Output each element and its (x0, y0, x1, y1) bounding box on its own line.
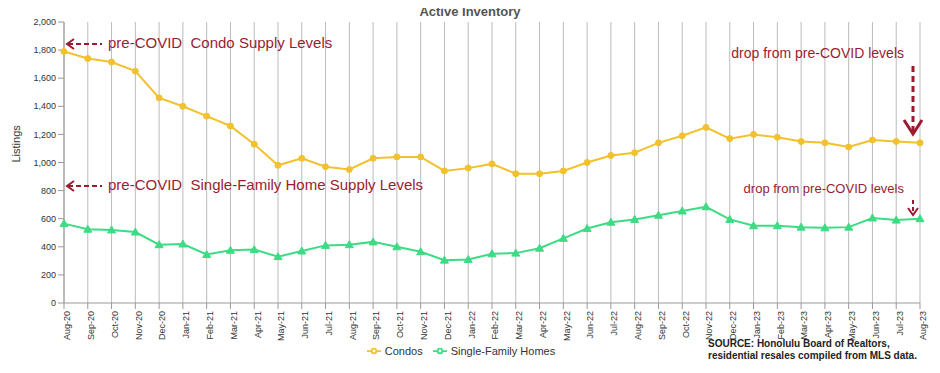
svg-text:May-23: May-23 (847, 311, 857, 341)
svg-text:pre-COVID Single-Family Home: pre-COVID Single-Family Home Supply Leve… (108, 176, 423, 193)
svg-text:pre-COVID Condo Supply Levels: pre-COVID Condo Supply Levels (108, 34, 332, 51)
svg-text:Nov-22: Nov-22 (704, 311, 714, 340)
html-text:Active Inventory: Active Inventory (419, 4, 521, 19)
svg-text:Jun-21: Jun-21 (300, 311, 310, 339)
svg-text:1,000: 1,000 (33, 158, 56, 168)
svg-text:Feb-21: Feb-21 (205, 311, 215, 340)
svg-text:Sep-20: Sep-20 (86, 311, 96, 340)
svg-text:Sep-21: Sep-21 (372, 311, 382, 340)
svg-text:Jan-22: Jan-22 (467, 311, 477, 339)
svg-text:Nov-21: Nov-21 (419, 311, 429, 340)
svg-text:Apr-22: Apr-22 (538, 311, 548, 338)
svg-text:Mar-23: Mar-23 (800, 311, 810, 340)
svg-text:0: 0 (51, 298, 56, 308)
svg-text:Jun-22: Jun-22 (586, 311, 596, 339)
svg-text:SOURCE: Honolulu Board of Real: SOURCE: Honolulu Board of Realtors, (708, 338, 890, 349)
svg-text:Mar-21: Mar-21 (229, 311, 239, 340)
svg-text:1,200: 1,200 (33, 130, 56, 140)
svg-text:drop from pre-COVID levels: drop from pre-COVID levels (731, 45, 904, 61)
svg-text:Jun-23: Jun-23 (871, 311, 881, 339)
svg-text:Feb-22: Feb-22 (490, 311, 500, 340)
svg-text:1,600: 1,600 (33, 73, 56, 83)
svg-text:Dec-22: Dec-22 (728, 311, 738, 340)
svg-text:Aug-23: Aug-23 (918, 311, 928, 340)
svg-text:Aug-20: Aug-20 (62, 311, 72, 340)
svg-text:May-22: May-22 (562, 311, 572, 341)
html-text:Condos: Condos (384, 345, 423, 357)
svg-text:Jul-21: Jul-21 (324, 311, 334, 336)
svg-text:Jan-23: Jan-23 (752, 311, 762, 339)
svg-text:Aug-21: Aug-21 (348, 311, 358, 340)
svg-text:Oct-20: Oct-20 (110, 311, 120, 338)
svg-text:Jul-22: Jul-22 (609, 311, 619, 336)
svg-text:1,400: 1,400 (33, 101, 56, 111)
svg-text:Jan-21: Jan-21 (181, 311, 191, 339)
svg-text:May-21: May-21 (276, 311, 286, 341)
html-text:Single-Family Homes: Single-Family Homes (450, 345, 556, 357)
svg-text:drop from pre-COVID levels: drop from pre-COVID levels (744, 181, 905, 196)
svg-text:Nov-20: Nov-20 (134, 311, 144, 340)
svg-text:Dec-21: Dec-21 (443, 311, 453, 340)
svg-text:Dec-20: Dec-20 (158, 311, 168, 340)
svg-text:1,800: 1,800 (33, 45, 56, 55)
svg-text:Oct-21: Oct-21 (395, 311, 405, 338)
svg-text:Sep-22: Sep-22 (657, 311, 667, 340)
svg-text:Apr-23: Apr-23 (823, 311, 833, 338)
svg-text:800: 800 (41, 186, 56, 196)
svg-text:Listings: Listings (10, 125, 22, 163)
svg-text:200: 200 (41, 270, 56, 280)
svg-text:Feb-23: Feb-23 (776, 311, 786, 340)
svg-text:2,000: 2,000 (33, 17, 56, 27)
svg-text:Mar-22: Mar-22 (514, 311, 524, 340)
svg-text:400: 400 (41, 242, 56, 252)
svg-text:600: 600 (41, 214, 56, 224)
svg-text:residential resales compiled f: residential resales compiled from MLS da… (708, 350, 917, 361)
svg-text:Jul-23: Jul-23 (895, 311, 905, 336)
svg-text:Apr-21: Apr-21 (253, 311, 263, 338)
svg-text:Oct-22: Oct-22 (681, 311, 691, 338)
svg-text:Aug-22: Aug-22 (633, 311, 643, 340)
